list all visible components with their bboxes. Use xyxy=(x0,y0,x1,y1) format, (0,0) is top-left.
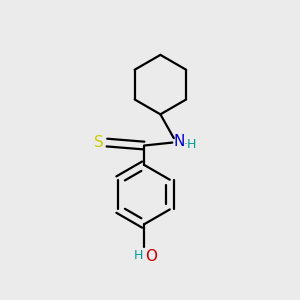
Text: S: S xyxy=(94,135,103,150)
Text: N: N xyxy=(174,134,185,149)
Text: ·H: ·H xyxy=(184,138,197,151)
Text: H: H xyxy=(134,249,143,262)
Text: O: O xyxy=(145,249,157,264)
